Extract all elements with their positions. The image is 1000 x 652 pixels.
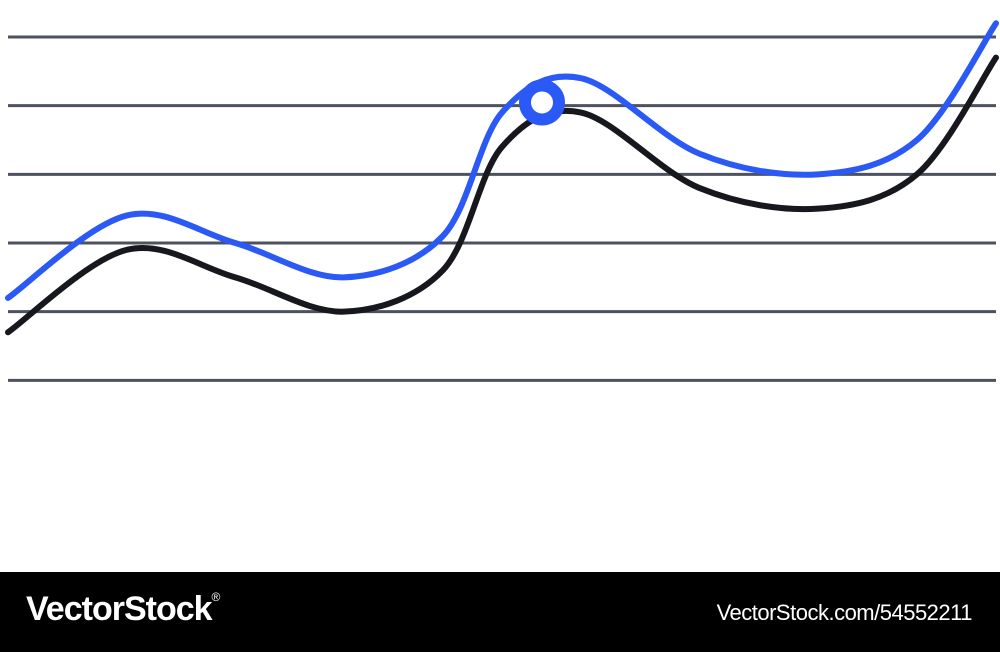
brand-name: VectorStock (26, 590, 213, 628)
highlight-point-marker (519, 79, 565, 126)
image-id-text: VectorStock.com/54552211 (716, 600, 973, 625)
watermark-footer: VectorStock® VectorStock.com/54552211 (0, 572, 1000, 652)
series-line-1 (5, 20, 999, 301)
brand-logo: VectorStock® (26, 590, 221, 629)
series-line-2 (5, 54, 999, 336)
brand-registered-mark: ® (211, 590, 221, 604)
line-chart (5, 20, 999, 382)
